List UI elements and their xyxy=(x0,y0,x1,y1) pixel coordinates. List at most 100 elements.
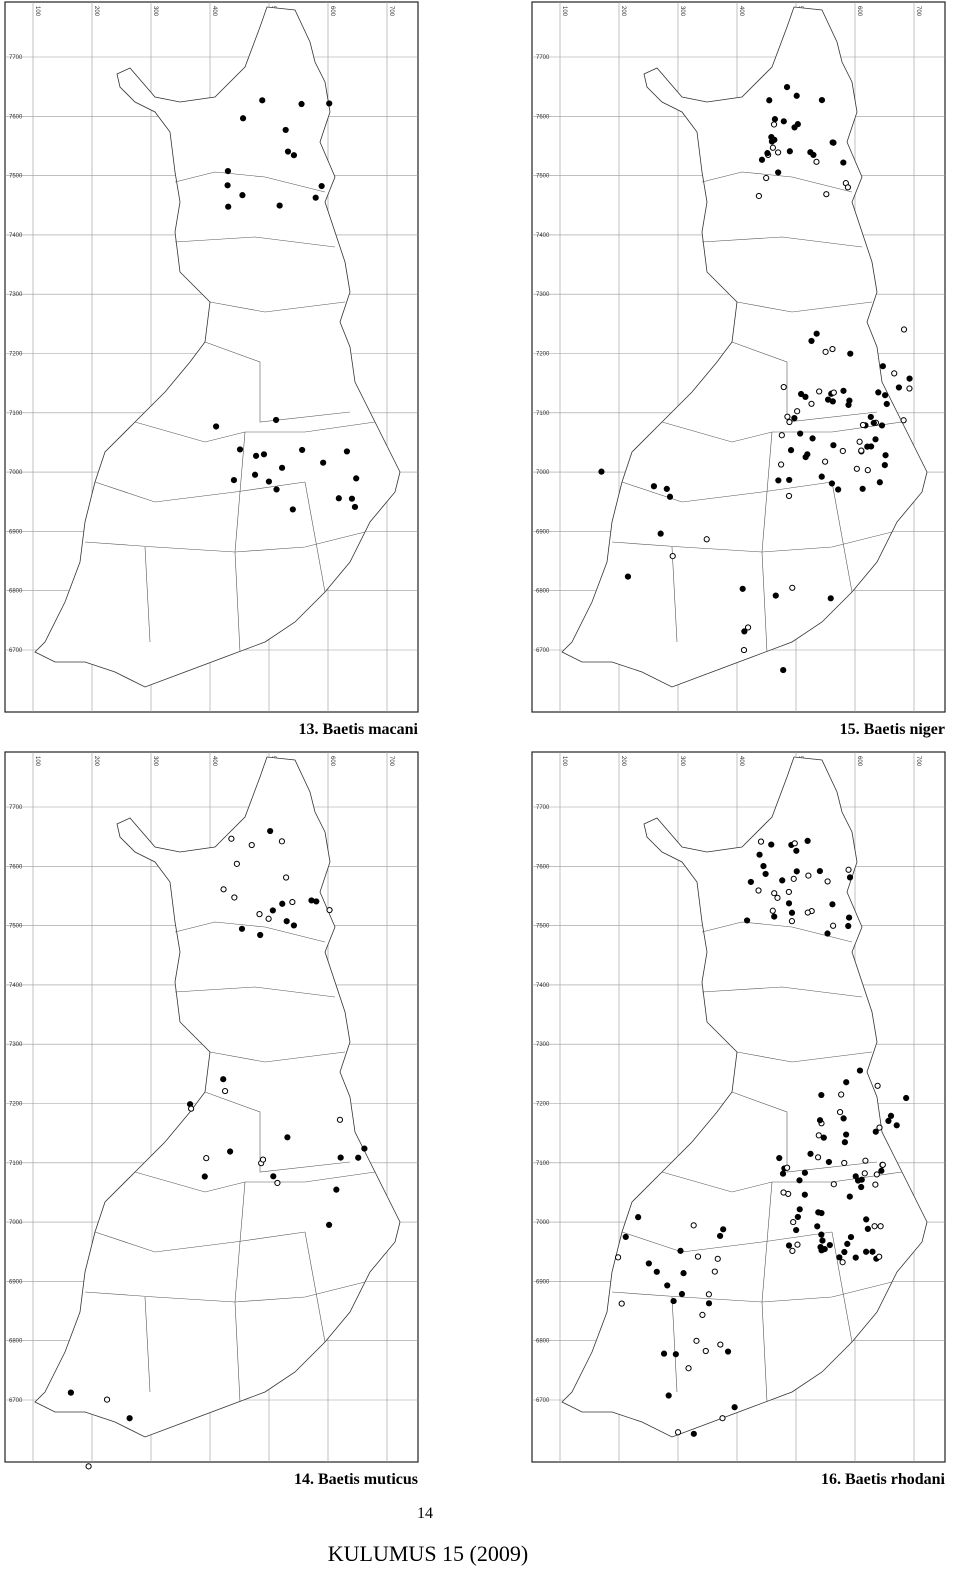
region-border xyxy=(144,546,151,643)
record-dot xyxy=(829,901,836,908)
record-dot xyxy=(771,890,778,897)
record-dot xyxy=(702,1347,709,1355)
record-dot xyxy=(703,536,710,543)
record-dot xyxy=(786,418,793,426)
map-caption: 15. Baetis niger xyxy=(840,721,945,738)
record-dot xyxy=(259,1156,267,1163)
region-border xyxy=(209,1051,346,1063)
record-dot xyxy=(85,1463,92,1470)
record-dot xyxy=(645,1260,652,1267)
record-dot xyxy=(830,442,837,449)
record-dot xyxy=(830,922,837,929)
record-dot xyxy=(843,1079,850,1086)
record-dot xyxy=(265,915,272,922)
record-dot xyxy=(201,1173,208,1180)
page-number: 14 xyxy=(417,1505,433,1522)
record-dot xyxy=(769,144,777,151)
record-dot xyxy=(881,392,889,399)
record-dot xyxy=(227,1148,234,1155)
map-panel: 1002003004005006007007700760075007400730… xyxy=(4,1,419,738)
region-border xyxy=(736,301,873,313)
region-border xyxy=(204,341,351,423)
y-tick-label: 7500 xyxy=(9,174,23,180)
record-dot xyxy=(789,584,796,591)
record-dot xyxy=(859,485,866,492)
record-dot xyxy=(830,1181,837,1188)
record-dot xyxy=(290,152,298,159)
record-dot xyxy=(906,385,913,392)
record-dot xyxy=(320,459,327,466)
record-dot xyxy=(318,182,325,190)
record-dot xyxy=(690,1430,697,1437)
record-dot xyxy=(665,1392,672,1399)
region-border xyxy=(701,171,853,193)
record-dot xyxy=(891,370,898,377)
x-tick-label: 700 xyxy=(915,6,921,17)
x-tick-label: 300 xyxy=(152,6,158,17)
y-tick-label: 7400 xyxy=(536,233,550,239)
y-tick-label: 7000 xyxy=(9,1220,23,1226)
record-dot xyxy=(864,443,871,450)
record-dot xyxy=(819,1237,826,1244)
map-panel: 1002003004005006007007700760075007400730… xyxy=(531,1,946,738)
record-dot xyxy=(348,495,356,502)
region-border xyxy=(144,1296,151,1393)
region-border xyxy=(204,1091,351,1173)
x-tick-label: 400 xyxy=(738,756,744,767)
record-dot xyxy=(719,1415,726,1422)
record-dot xyxy=(801,1169,809,1176)
record-dot xyxy=(788,918,796,925)
record-dot xyxy=(224,168,232,175)
y-tick-label: 6900 xyxy=(9,529,23,535)
record-dot xyxy=(762,870,769,878)
record-dot xyxy=(840,159,847,166)
record-dot xyxy=(900,417,907,424)
map-caption: 13. Baetis macani xyxy=(298,721,418,738)
record-dot xyxy=(820,1134,827,1141)
y-tick-label: 7200 xyxy=(9,1102,23,1108)
region-border xyxy=(761,1181,773,1303)
record-dot xyxy=(835,486,842,493)
record-dot xyxy=(224,182,231,189)
x-tick-label: 400 xyxy=(211,6,217,17)
y-tick-label: 6900 xyxy=(536,529,550,535)
record-dot xyxy=(853,465,860,472)
record-dot xyxy=(770,121,778,128)
record-dot xyxy=(796,1206,803,1213)
y-tick-label: 7200 xyxy=(9,352,23,358)
record-dot xyxy=(877,1223,884,1230)
record-dot xyxy=(818,1209,825,1217)
x-tick-label: 600 xyxy=(856,756,862,767)
record-dot xyxy=(282,126,289,134)
y-tick-label: 6800 xyxy=(9,1339,23,1345)
record-dot xyxy=(813,330,820,337)
record-dot xyxy=(283,918,290,925)
record-dot xyxy=(791,415,798,422)
record-dot xyxy=(875,389,882,396)
record-dot xyxy=(680,1270,687,1277)
y-tick-label: 7300 xyxy=(9,292,23,298)
record-dot xyxy=(236,446,244,453)
record-dot xyxy=(764,150,771,157)
record-dot xyxy=(882,452,889,459)
region-border xyxy=(234,551,241,653)
record-dot xyxy=(225,203,232,210)
record-dot xyxy=(598,468,605,475)
record-dot xyxy=(763,174,770,182)
region-border xyxy=(174,986,336,998)
record-dot xyxy=(663,485,670,493)
record-dot xyxy=(731,1404,738,1411)
y-tick-label: 7500 xyxy=(9,924,23,930)
record-dot xyxy=(829,345,836,353)
record-dot xyxy=(802,453,809,461)
region-border xyxy=(234,1181,246,1303)
map-caption: 14. Baetis muticus xyxy=(294,1471,418,1488)
record-dot xyxy=(353,475,360,482)
record-dot xyxy=(872,436,879,443)
record-dot xyxy=(793,847,800,854)
record-dot xyxy=(743,917,751,924)
record-dot xyxy=(821,1246,828,1253)
record-dot xyxy=(772,592,779,599)
